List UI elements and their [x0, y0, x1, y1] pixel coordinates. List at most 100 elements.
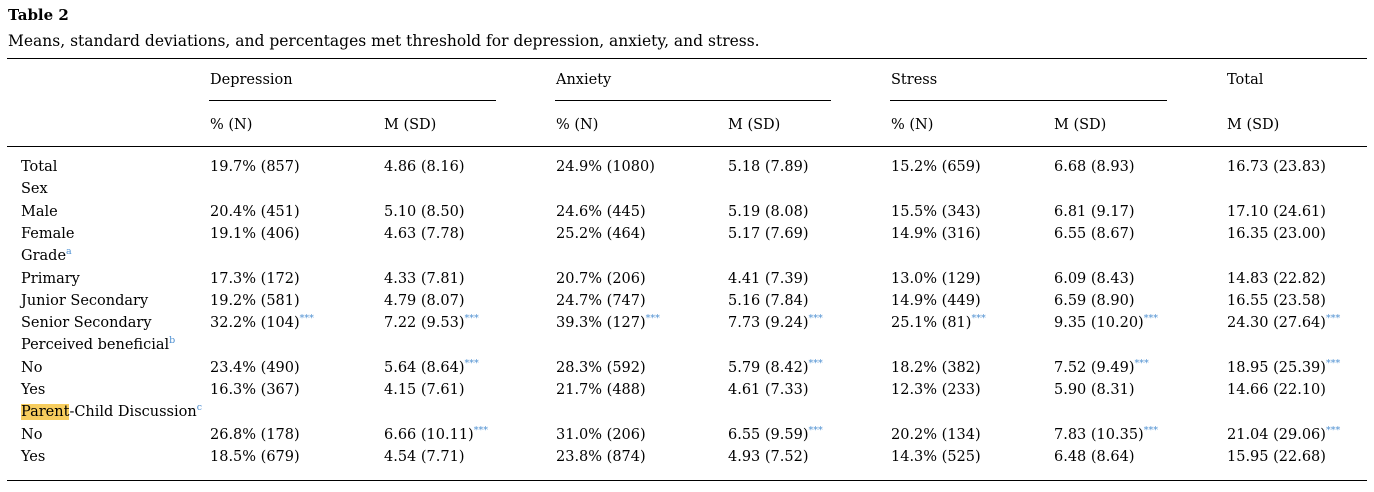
group-header-stress: Stress	[891, 72, 938, 88]
cell-value: 4.86 (8.16)	[384, 159, 465, 175]
cell-value: 19.1% (406)	[210, 225, 300, 242]
row-label-text: Yes	[21, 382, 46, 398]
table-cell: 6.66 (10.11)***	[384, 426, 488, 444]
cell-value: 24.6% (445)	[556, 203, 646, 220]
table-cell: 16.3% (367)	[210, 381, 300, 399]
cell-value: 23.8% (874)	[556, 448, 646, 465]
cell-value: 6.55 (9.59)	[728, 426, 809, 443]
cell-value: 4.93 (7.52)	[728, 448, 809, 465]
row-label: Junior Secondary	[21, 292, 148, 310]
table-cell: 5.16 (7.84)	[728, 292, 809, 310]
row-label: Primary	[21, 270, 80, 288]
row-label-text: Total	[21, 159, 58, 175]
table-cell: 23.8% (874)	[556, 448, 646, 466]
table-cell: 4.86 (8.16)	[384, 158, 465, 176]
table-cell: 17.10 (24.61)	[1227, 203, 1326, 221]
cell-value: 24.9% (1080)	[556, 159, 655, 175]
table-cell: 4.41 (7.39)	[728, 270, 809, 288]
cell-value: 9.35 (10.20)	[1054, 315, 1144, 332]
group-header-total: Total	[1227, 72, 1264, 88]
cell-value: 6.66 (10.11)	[384, 426, 474, 443]
significance-marker: ***	[464, 313, 479, 325]
table-cell: 19.7% (857)	[210, 158, 300, 176]
top-rule	[7, 58, 1367, 59]
cell-value: 4.15 (7.61)	[384, 382, 465, 398]
row-label: No	[21, 426, 42, 444]
table-cell: 18.2% (382)	[891, 359, 981, 377]
cell-value: 19.2% (581)	[210, 292, 300, 309]
cell-value: 15.2% (659)	[891, 159, 981, 175]
cell-value: 20.2% (134)	[891, 426, 981, 443]
cell-value: 16.55 (23.58)	[1227, 292, 1326, 309]
table-cell: 4.93 (7.52)	[728, 448, 809, 466]
row-label-text: Male	[21, 203, 58, 220]
table-cell: 32.2% (104)***	[210, 314, 314, 332]
table-cell: 16.73 (23.83)	[1227, 158, 1326, 176]
significance-marker: ***	[808, 357, 823, 369]
cell-value: 18.2% (382)	[891, 359, 981, 376]
cell-value: 21.04 (29.06)	[1227, 426, 1326, 443]
row-label: Male	[21, 203, 58, 221]
table-cell: 6.68 (8.93)	[1054, 158, 1135, 176]
stress-group-rule	[890, 100, 1167, 101]
table-cell: 15.5% (343)	[891, 203, 981, 221]
cell-value: 25.1% (81)	[891, 315, 972, 332]
cell-value: 24.7% (747)	[556, 292, 646, 309]
significance-marker: ***	[808, 424, 823, 436]
row-label: Total	[21, 158, 57, 176]
table-cell: 18.5% (679)	[210, 448, 300, 466]
subheader-anxiety-pct: % (N)	[556, 117, 599, 133]
table-cell: 21.04 (29.06)***	[1227, 426, 1340, 444]
table-cell: 5.79 (8.42)***	[728, 359, 823, 377]
group-header-depression: Depression	[210, 72, 293, 88]
row-label-text: Senior Secondary	[21, 315, 152, 332]
significance-marker: ***	[1325, 357, 1341, 369]
table-cell: 15.2% (659)	[891, 158, 981, 176]
significance-marker: ***	[473, 424, 488, 436]
significance-marker: ***	[808, 313, 823, 325]
subheader-depression-pct: % (N)	[210, 117, 253, 133]
cell-value: 6.09 (8.43)	[1054, 270, 1135, 287]
footnote-marker: c	[196, 402, 203, 414]
cell-value: 23.4% (490)	[210, 359, 300, 376]
subheader-total-msd: M (SD)	[1227, 117, 1280, 133]
table-cell: 17.3% (172)	[210, 270, 300, 288]
table-cell: 4.63 (7.78)	[384, 225, 465, 243]
table-cell: 6.55 (8.67)	[1054, 225, 1135, 243]
cell-value: 31.0% (206)	[556, 426, 646, 443]
table-cell: 12.3% (233)	[891, 381, 981, 399]
cell-value: 16.35 (23.00)	[1227, 225, 1326, 242]
table-cell: 5.90 (8.31)	[1054, 381, 1135, 399]
table-cell: 19.1% (406)	[210, 225, 300, 243]
table-cell: 4.54 (7.71)	[384, 448, 465, 466]
row-label: Senior Secondary	[21, 314, 152, 332]
significance-marker: ***	[299, 313, 314, 325]
cell-value: 14.9% (316)	[891, 225, 981, 242]
table-cell: 9.35 (10.20)***	[1054, 314, 1158, 332]
row-label-text: Junior Secondary	[21, 292, 149, 309]
cell-value: 4.33 (7.81)	[384, 270, 465, 287]
table-cell: 7.22 (9.53)***	[384, 314, 479, 332]
table-cell: 26.8% (178)	[210, 426, 300, 444]
cell-value: 4.63 (7.78)	[384, 225, 465, 242]
bottom-rule	[7, 480, 1367, 481]
table-cell: 19.2% (581)	[210, 292, 300, 310]
cell-value: 5.18 (7.89)	[728, 159, 809, 175]
cell-value: 16.73 (23.83)	[1227, 159, 1326, 175]
footnote-marker: b	[169, 335, 176, 347]
cell-value: 15.95 (22.68)	[1227, 448, 1326, 465]
table-cell: 14.9% (449)	[891, 292, 981, 310]
table-cell: 14.9% (316)	[891, 225, 981, 243]
cell-value: 5.17 (7.69)	[728, 225, 809, 242]
significance-marker: ***	[1325, 313, 1341, 325]
table-cell: 5.17 (7.69)	[728, 225, 809, 243]
table-cell: 6.55 (9.59)***	[728, 426, 823, 444]
table-cell: 16.35 (23.00)	[1227, 225, 1326, 243]
subheader-stress-msd: M (SD)	[1054, 117, 1107, 133]
table-cell: 14.83 (22.82)	[1227, 270, 1326, 288]
cell-value: 18.95 (25.39)	[1227, 359, 1326, 376]
cell-value: 5.10 (8.50)	[384, 203, 465, 220]
table-cell: 16.55 (23.58)	[1227, 292, 1326, 310]
cell-value: 16.3% (367)	[210, 382, 300, 398]
footnote-marker: a	[66, 246, 72, 258]
